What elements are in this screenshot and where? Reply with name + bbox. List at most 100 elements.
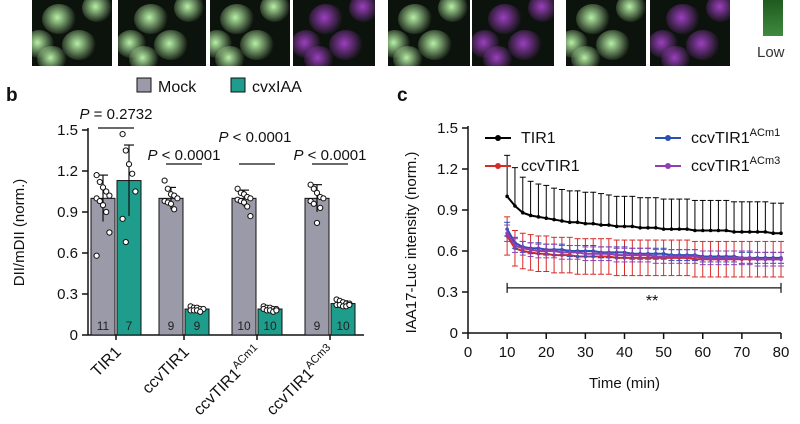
nucleus [576,4,610,34]
p-value-label: P < 0.0001 [219,129,292,146]
y-axis-label: DII/mDII (norm.) [11,179,28,287]
series-point [771,231,775,236]
x-tick-label: 80 [773,344,790,361]
nucleus [220,4,254,34]
legend-marker [495,135,501,141]
data-point [346,301,353,309]
nucleus [393,46,423,66]
series-point [693,228,697,233]
n-label: 10 [263,319,277,333]
y-axis-label: IAA17-Luc intensity (norm.) [403,152,420,334]
series-point [724,228,729,233]
series-point [567,220,572,225]
series-point [661,254,666,259]
series-point [771,257,775,262]
y-tick-label: 0.9 [437,202,458,219]
p-value-label: P < 0.0001 [148,147,221,164]
series-point [607,251,611,256]
y-tick-label: 0.3 [437,284,458,301]
series-point [599,251,603,256]
series-point [607,223,611,227]
series-point [700,228,705,233]
series-point [638,253,642,257]
y-tick-label: 0 [70,327,78,344]
nucleus [349,0,375,22]
series-point [583,221,588,226]
series-point [630,224,635,229]
nucleus [37,46,67,66]
nucleus [129,46,159,66]
nucleus [706,0,730,22]
series-point [685,254,689,259]
nucleus [661,46,691,66]
series-point [505,194,509,199]
data-point [313,189,321,196]
series-point [505,231,509,236]
series-point [575,220,580,225]
microscopy-tile [32,0,112,66]
series-point [763,230,768,234]
legend-marker [665,163,671,169]
data-point [119,131,126,138]
nucleus [260,0,290,22]
nucleus [304,46,334,66]
series-point [747,230,752,234]
data-point [317,204,324,211]
n-label: 10 [336,319,350,333]
p-value-label: P < 0.0001 [294,147,367,164]
series-point [755,230,760,234]
legend-label: ccvTIR1 [521,158,580,175]
series-point [528,247,533,252]
series-point [654,225,658,230]
n-label: 11 [97,319,110,333]
n-label: 9 [314,319,321,333]
nucleus [616,0,646,22]
data-point [99,202,107,209]
series-point [740,230,744,234]
series-point [583,251,588,256]
series-point [732,256,736,260]
significance-label: ** [646,293,658,310]
series-point [740,256,744,260]
n-label: 10 [237,319,251,333]
series-point [630,253,635,257]
x-tick-label: 50 [655,344,672,361]
series-point [646,253,650,257]
series-point [622,253,627,257]
data-point [174,195,181,202]
nucleus [154,30,188,60]
nucleus [418,30,452,60]
microscopy-tile [650,0,730,66]
series-point [747,256,752,260]
nucleus [571,46,601,66]
series-point [716,228,721,233]
series-point [779,257,783,262]
series-point [599,223,603,227]
n-label: 9 [168,319,175,333]
data-point [310,185,317,192]
series-point [528,213,533,218]
series-point [591,221,595,226]
series-point [560,219,564,223]
data-point [103,208,110,216]
series-point [700,256,705,260]
series-point [677,227,682,231]
series-point [591,251,595,256]
microscopy-tile [566,0,646,66]
microscopy-tile [388,0,470,66]
series-point [520,210,525,215]
nucleus [62,30,96,60]
data-point [273,307,280,314]
series-point [763,257,768,262]
data-point [247,195,254,202]
microscopy-tile [210,0,290,66]
series-point [779,231,783,236]
series-point [575,250,580,255]
y-tick-label: 1.2 [437,161,458,178]
series-point [536,249,541,253]
data-point [164,185,171,192]
series-point [513,243,517,248]
series-point [614,253,619,257]
intensity-scale-bar [763,0,783,36]
